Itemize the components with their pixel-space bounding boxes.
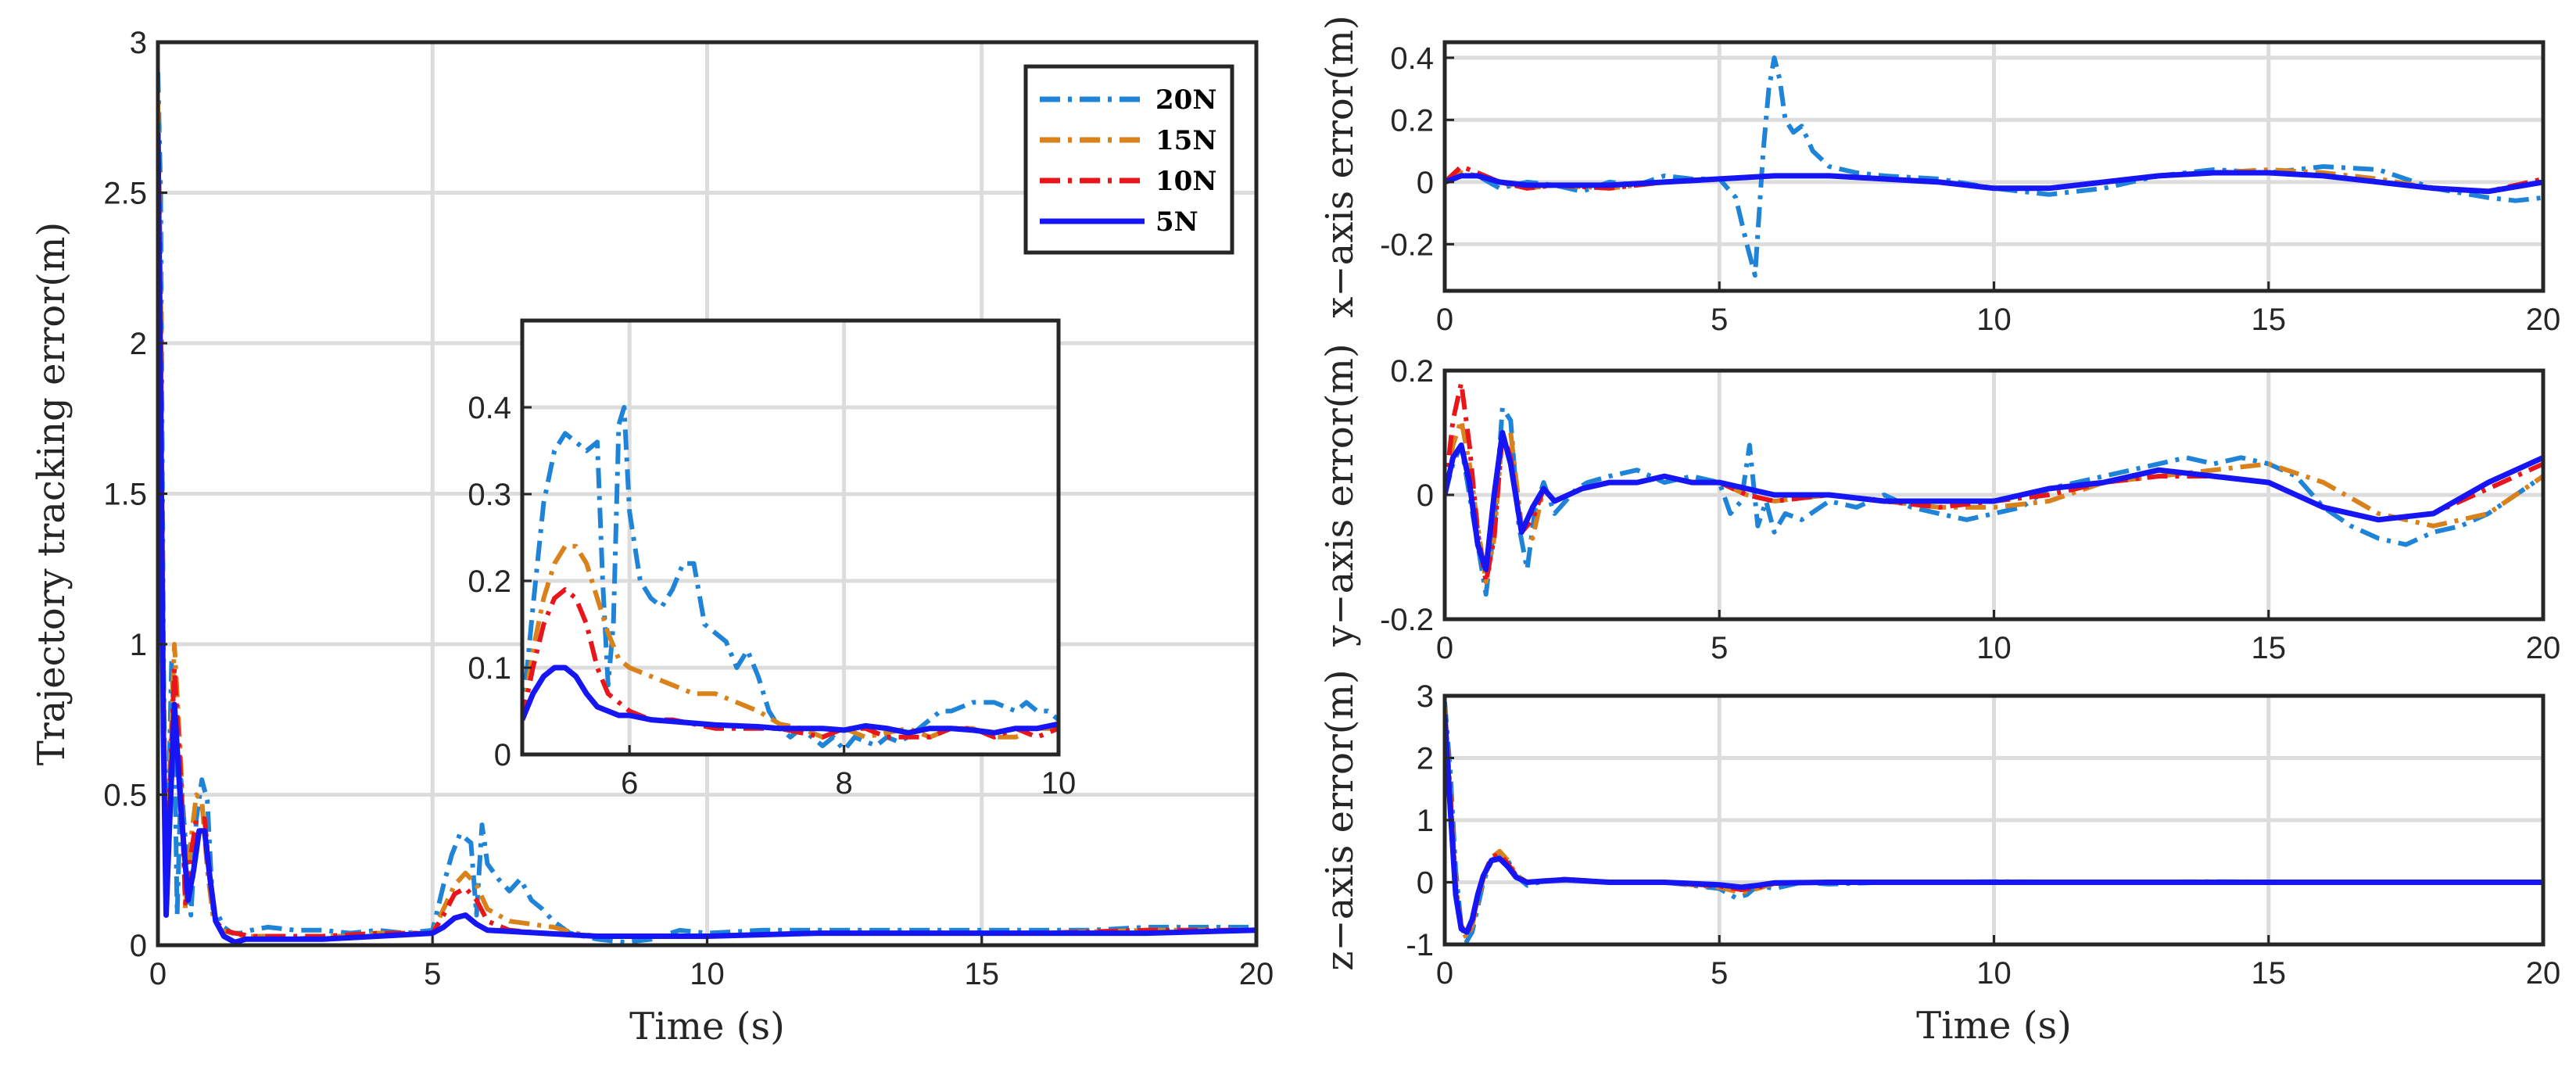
legend: 20N 15N 10N 5N	[1023, 64, 1234, 255]
x-tick-label: 0	[1436, 956, 1453, 991]
legend-label-15N: 15N	[1155, 125, 1216, 156]
y-tick-label: 2	[1417, 742, 1434, 776]
series-line-20N	[522, 405, 1059, 753]
plot-area	[522, 321, 1059, 754]
x-tick-label: 0	[1436, 303, 1453, 337]
x-tick-label: 15	[965, 957, 1000, 991]
y-tick-label: -0.2	[1380, 603, 1434, 637]
y-tick-label: 3	[1417, 679, 1434, 714]
series-line-5N	[1445, 714, 2543, 935]
x-tick-label: 15	[2252, 956, 2287, 991]
x-tick-label: 6	[621, 766, 638, 801]
y-tick-label: 3	[130, 26, 147, 60]
x-tick-label: 0	[1436, 631, 1453, 665]
y-tick-label: 0	[1417, 866, 1434, 901]
chart-x-axis: 0 5 10 15 20 -0.2 0 0.2 0.4 x−axis error(m)	[1318, 15, 2560, 337]
x-tick-label: 10	[1976, 303, 2012, 337]
y-tick-label: 0.4	[468, 391, 511, 425]
x-axis-label: Time (s)	[629, 1005, 785, 1048]
x-tick-label: 20	[1239, 957, 1274, 991]
y-axis-label: Trajectory tracking error(m)	[30, 222, 73, 765]
y-tick-label: 0.3	[468, 478, 511, 512]
x-tick-label: 8	[835, 766, 852, 801]
y-tick-label: -0.2	[1380, 228, 1434, 262]
y-axis-label: x−axis error(m)	[1318, 15, 1362, 317]
y-axis-label: y−axis error(m)	[1318, 343, 1362, 647]
x-tick-label: 10	[1976, 631, 2012, 665]
series-line-5N	[158, 132, 1256, 945]
y-axis-label: z−axis error(m)	[1318, 669, 1362, 971]
y-tick-label: 0	[1417, 166, 1434, 200]
y-tick-label: 0	[130, 929, 147, 963]
series-line-5N	[1445, 170, 2543, 195]
y-tick-label: 0	[494, 738, 511, 772]
x-tick-label: 5	[1711, 303, 1728, 337]
y-tick-label: 0.2	[468, 564, 511, 599]
y-tick-label: 1.5	[103, 478, 147, 512]
y-tick-label: 0.5	[103, 779, 147, 813]
x-tick-label: 5	[1711, 956, 1728, 991]
series-line-20N	[1445, 405, 2543, 597]
series-line-5N	[522, 665, 1059, 736]
x-tick-label: 10	[690, 957, 725, 991]
y-tick-label: 0	[1417, 478, 1434, 513]
y-tick-label: 0.2	[1390, 354, 1434, 389]
x-tick-label: 10	[1041, 766, 1077, 801]
y-tick-label: -1	[1406, 928, 1434, 962]
x-tick-label: 15	[2252, 631, 2287, 665]
y-tick-label: 0.2	[1390, 103, 1434, 138]
legend-label-10N: 10N	[1155, 166, 1216, 197]
x-tick-label: 15	[2252, 303, 2287, 337]
x-tick-label: 0	[149, 957, 167, 991]
x-tick-label: 5	[1711, 631, 1728, 665]
y-tick-label: 0.4	[1390, 41, 1434, 76]
y-tick-label: 2	[130, 327, 147, 361]
x-tick-label: 20	[2526, 303, 2561, 337]
x-tick-label: 5	[424, 957, 441, 991]
x-tick-label: 20	[2526, 956, 2561, 991]
legend-label-5N: 5N	[1155, 206, 1198, 238]
axes-frame	[520, 318, 1061, 757]
y-tick-label: 1	[130, 628, 147, 662]
x-tick-label: 10	[1976, 956, 2012, 991]
y-tick-label: 2.5	[103, 177, 147, 211]
y-tick-label: 1	[1417, 804, 1434, 838]
x-tick-label: 20	[2526, 631, 2561, 665]
x-axis-label: Time (s)	[1916, 1004, 2072, 1048]
series-line-5N	[1445, 430, 2543, 572]
chart-y-axis: 0 5 10 15 20-0.200.2y−axis error(m)	[1318, 343, 2560, 665]
legend-label-20N: 20N	[1155, 84, 1216, 116]
chart-inset: 6 8 10 0 0.1 0.2 0.3 0.4	[468, 318, 1077, 801]
chart-main: 0 5 10 15 20 0 0.5 1 1.5 2 2.5 3 Time (s) Trajectory …	[30, 26, 1274, 1048]
y-tick-label: 0.1	[468, 651, 511, 686]
